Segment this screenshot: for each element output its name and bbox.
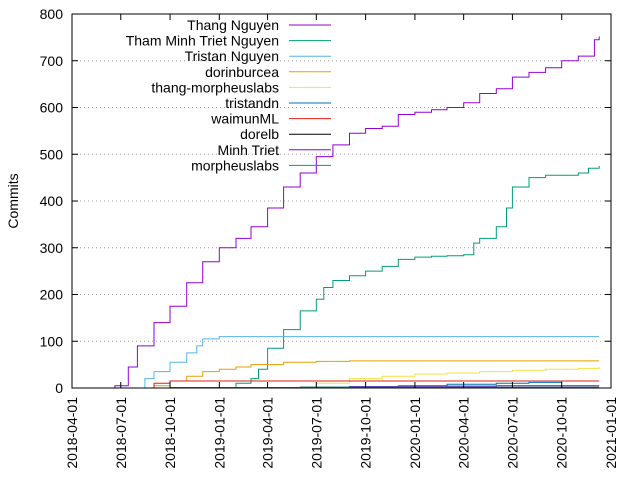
x-tick-label: 2018-04-01 [64, 397, 80, 469]
series-line-1 [226, 165, 600, 389]
x-tick-label: 2020-10-01 [554, 397, 570, 469]
x-tick-label: 2019-01-01 [211, 397, 227, 469]
x-tick-label: 2018-10-01 [162, 397, 178, 469]
y-tick-label: 200 [40, 287, 64, 303]
grid-lines [72, 60, 611, 342]
legend-label: Tham Minh Triet Nguyen [126, 33, 279, 49]
y-tick-label: 100 [40, 333, 64, 349]
y-tick-label: 300 [40, 240, 64, 256]
legend-label: Thang Nguyen [187, 17, 279, 33]
y-tick-label: 0 [55, 380, 63, 396]
x-tick-label: 2020-07-01 [504, 397, 520, 469]
series-line-4 [283, 367, 600, 389]
series-line-2 [137, 336, 600, 389]
legend-label: dorelb [240, 126, 279, 142]
legend-label: Minh Triet [218, 142, 280, 158]
series-line-3 [137, 360, 600, 389]
x-tick-label: 2018-07-01 [113, 397, 129, 469]
x-tick-label: 2020-01-01 [407, 397, 423, 469]
y-axis-label: Commits [5, 173, 21, 228]
y-tick-label: 400 [40, 193, 64, 209]
x-tick-label: 2021-01-01 [603, 397, 619, 469]
legend-label: thang-morpheuslabs [151, 79, 279, 95]
legend-label: morpheuslabs [191, 157, 279, 173]
x-tick-label: 2019-10-01 [358, 397, 374, 469]
legend-label: Tristan Nguyen [185, 48, 279, 64]
y-tick-label: 800 [40, 6, 64, 22]
legend-label: tristandn [225, 95, 279, 111]
legend-label: dorinburcea [205, 64, 279, 80]
x-axis-ticks: 2018-04-01 2018-07-01 2018-10-01 2019-01-01… [64, 14, 619, 469]
x-tick-label: 2020-04-01 [456, 397, 472, 469]
y-tick-label: 700 [40, 53, 64, 69]
y-tick-label: 600 [40, 100, 64, 116]
x-tick-label: 2019-04-01 [260, 397, 276, 469]
x-tick-label: 2019-07-01 [308, 397, 324, 469]
y-tick-label: 500 [40, 146, 64, 162]
y-axis-ticks: 0 100 200 300 400 500 600 700 800 [40, 6, 611, 396]
legend-label: waimunML [210, 111, 279, 127]
series-line-0 [100, 36, 600, 389]
